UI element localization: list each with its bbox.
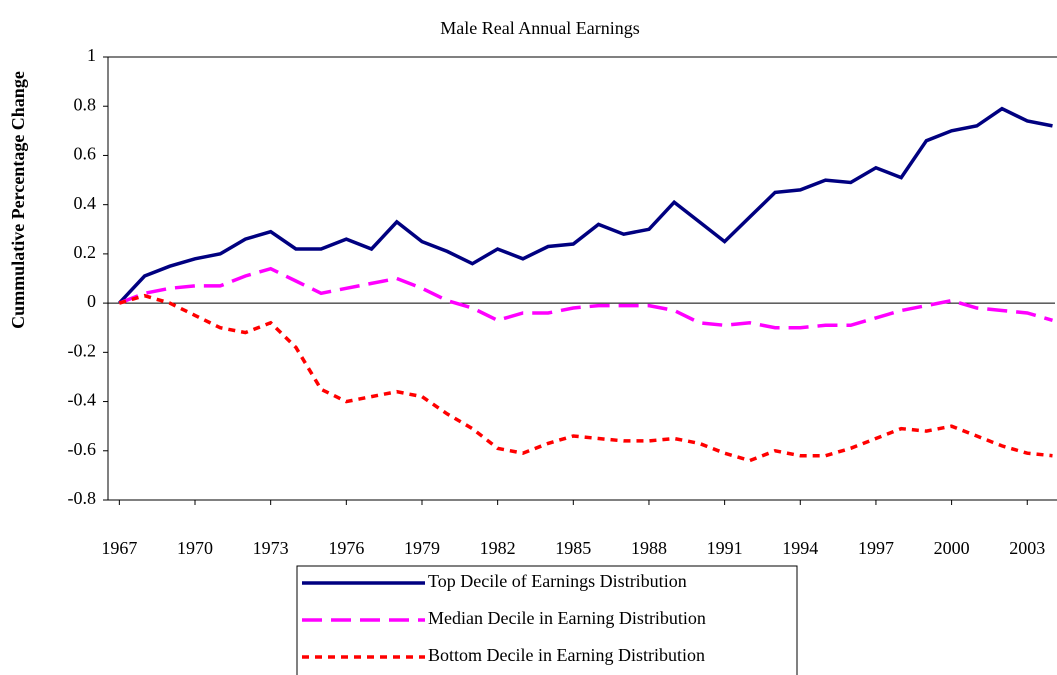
legend-label: Bottom Decile in Earning Distribution bbox=[428, 645, 705, 665]
y-axis-label: Cummulative Percentage Change bbox=[8, 71, 28, 329]
y-tick-label: 0.6 bbox=[74, 144, 97, 164]
y-tick-label: 1 bbox=[87, 45, 96, 65]
y-tick-label: -0.2 bbox=[68, 340, 97, 360]
y-label-group: Cummulative Percentage Change bbox=[8, 71, 28, 329]
y-tick-label: 0.2 bbox=[74, 242, 97, 262]
y-tick-label: 0.8 bbox=[74, 94, 97, 114]
x-tick-label: 1976 bbox=[328, 538, 364, 558]
x-tick-label: 1967 bbox=[101, 538, 137, 558]
y-tick-label: -0.4 bbox=[68, 390, 97, 410]
x-tick-label: 2003 bbox=[1009, 538, 1045, 558]
y-tick-label: -0.8 bbox=[68, 488, 97, 508]
x-tick-label: 1979 bbox=[404, 538, 440, 558]
series-line bbox=[118, 106, 1053, 305]
x-tick-label: 2000 bbox=[934, 538, 970, 558]
x-tick-label: 1988 bbox=[631, 538, 667, 558]
legend-label: Top Decile of Earnings Distribution bbox=[428, 571, 687, 591]
x-tick-label: 1985 bbox=[555, 538, 591, 558]
series-line bbox=[118, 266, 1053, 330]
x-tick-label: 1970 bbox=[177, 538, 213, 558]
x-tick-label: 1994 bbox=[782, 538, 818, 558]
y-tick-label: 0.4 bbox=[74, 193, 97, 213]
x-tick-label: 1991 bbox=[707, 538, 743, 558]
plot-frame bbox=[107, 56, 1057, 501]
x-tick-label: 1997 bbox=[858, 538, 894, 558]
chart-title: Male Real Annual Earnings bbox=[440, 18, 639, 38]
x-tick-label: 1973 bbox=[253, 538, 289, 558]
y-tick-label: 0 bbox=[87, 291, 96, 311]
series-line bbox=[118, 293, 1053, 463]
legend-label: Median Decile in Earning Distribution bbox=[428, 608, 706, 628]
y-tick-label: -0.6 bbox=[68, 439, 97, 459]
x-tick-label: 1982 bbox=[480, 538, 516, 558]
